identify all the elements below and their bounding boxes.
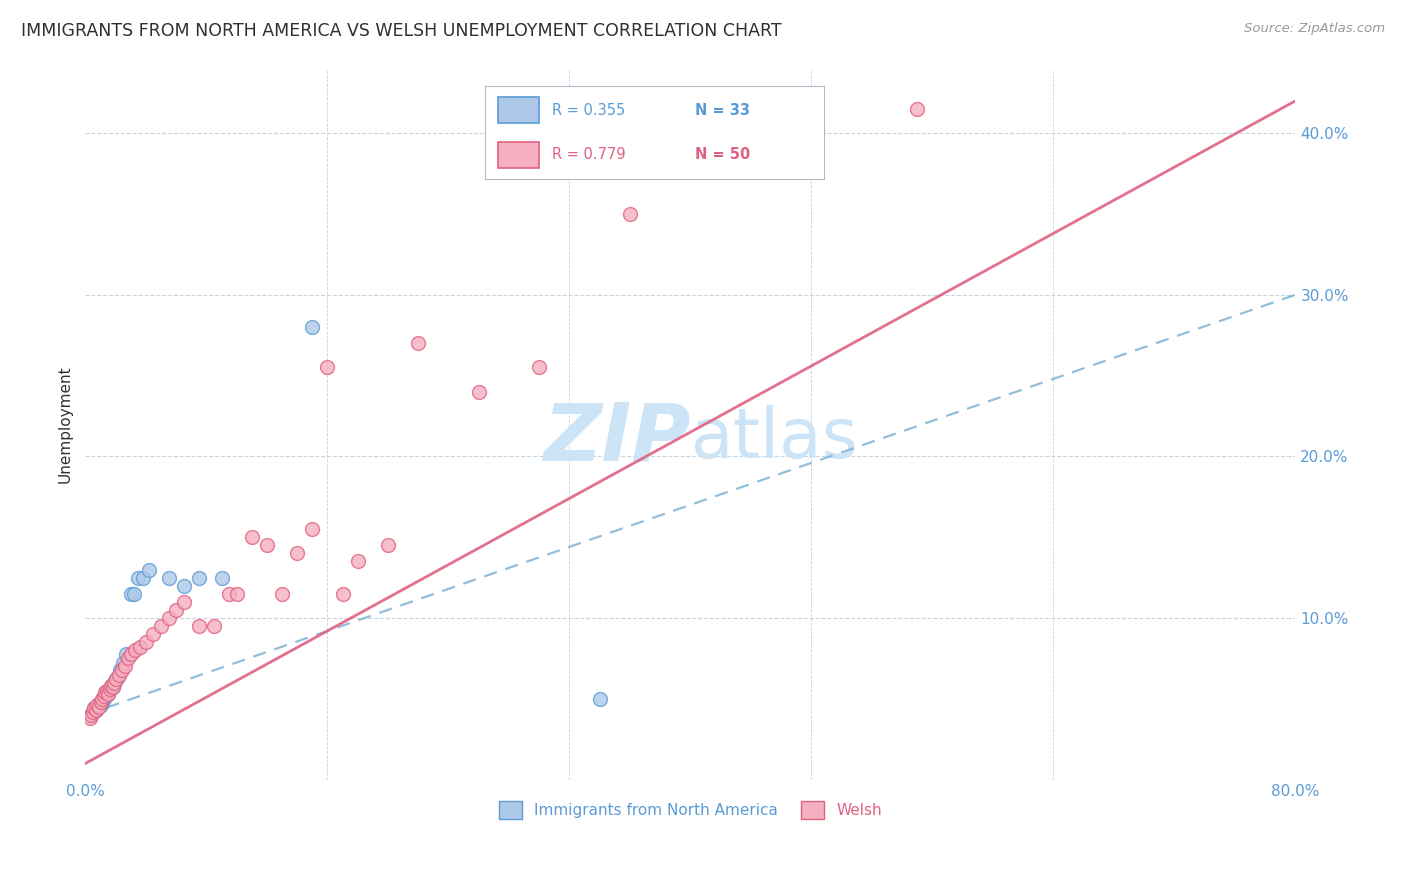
Point	[80, 708, 103, 723]
Point	[377, 538, 399, 552]
Point	[117, 651, 139, 665]
Point	[128, 640, 150, 654]
Point	[467, 384, 489, 399]
Text: IMMIGRANTS FROM NORTH AMERICA VS WELSH UNEMPLOYMENT CORRELATION CHART: IMMIGRANTS FROM NORTH AMERICA VS WELSH U…	[21, 22, 782, 40]
Point	[83, 701, 105, 715]
Point	[96, 683, 118, 698]
Point	[710, 134, 733, 148]
Text: ZIP: ZIP	[543, 400, 690, 477]
Point	[82, 705, 104, 719]
Point	[100, 679, 122, 693]
Point	[173, 595, 195, 609]
Point	[89, 695, 111, 709]
Point	[91, 691, 114, 706]
Point	[114, 659, 136, 673]
Point	[187, 571, 209, 585]
Point	[105, 671, 128, 685]
Point	[98, 682, 121, 697]
Point	[120, 647, 142, 661]
Point	[89, 698, 111, 713]
Point	[187, 619, 209, 633]
Point	[87, 699, 110, 714]
Point	[157, 611, 180, 625]
Text: Source: ZipAtlas.com: Source: ZipAtlas.com	[1244, 22, 1385, 36]
Point	[108, 663, 131, 677]
Point	[527, 360, 550, 375]
Point	[332, 587, 354, 601]
Point	[100, 679, 122, 693]
Point	[97, 687, 120, 701]
Point	[104, 673, 127, 687]
Point	[91, 695, 114, 709]
Point	[93, 689, 115, 703]
Point	[83, 701, 105, 715]
Point	[80, 708, 103, 723]
Point	[142, 627, 165, 641]
Point	[406, 336, 429, 351]
Point	[127, 571, 149, 585]
Point	[120, 587, 142, 601]
Point	[619, 207, 641, 221]
Point	[97, 687, 120, 701]
Point	[84, 703, 107, 717]
Point	[122, 587, 145, 601]
Point	[87, 697, 110, 711]
Point	[165, 603, 187, 617]
Point	[98, 682, 121, 697]
Point	[211, 571, 233, 585]
Point	[86, 698, 108, 713]
Point	[84, 703, 107, 717]
Point	[93, 691, 115, 706]
Point	[301, 522, 323, 536]
Point	[316, 360, 339, 375]
Point	[112, 657, 135, 671]
Point	[101, 681, 124, 695]
Point	[173, 579, 195, 593]
Point	[96, 683, 118, 698]
Point	[82, 705, 104, 719]
Point	[256, 538, 278, 552]
Point	[104, 673, 127, 687]
Point	[135, 635, 157, 649]
Point	[240, 530, 263, 544]
Point	[157, 571, 180, 585]
Point	[346, 554, 368, 568]
Point	[86, 699, 108, 714]
Point	[218, 587, 240, 601]
Point	[202, 619, 225, 633]
Point	[94, 685, 117, 699]
Legend: Immigrants from North America, Welsh: Immigrants from North America, Welsh	[494, 795, 887, 825]
Point	[225, 587, 247, 601]
Point	[124, 643, 146, 657]
Y-axis label: Unemployment: Unemployment	[58, 365, 72, 483]
Point	[271, 587, 294, 601]
Point	[101, 681, 124, 695]
Text: atlas: atlas	[690, 405, 858, 472]
Point	[103, 675, 125, 690]
Point	[150, 619, 173, 633]
Point	[79, 711, 101, 725]
Point	[285, 546, 308, 560]
Point	[132, 571, 155, 585]
Point	[115, 647, 138, 661]
Point	[138, 562, 160, 576]
Point	[103, 675, 125, 690]
Point	[107, 667, 129, 681]
Point	[94, 689, 117, 703]
Point	[589, 691, 612, 706]
Point	[107, 667, 129, 681]
Point	[905, 102, 928, 116]
Point	[111, 663, 134, 677]
Point	[301, 320, 323, 334]
